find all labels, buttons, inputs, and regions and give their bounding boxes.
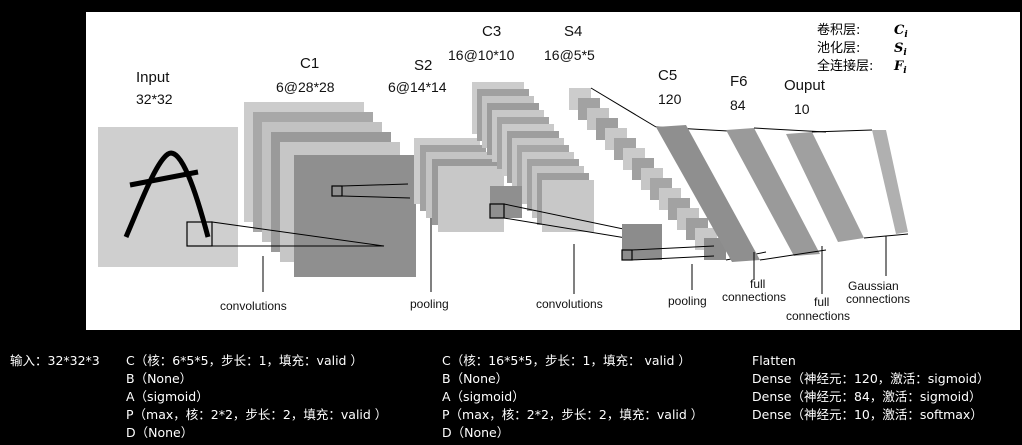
column-line: D（None） bbox=[126, 425, 194, 440]
c1-feature-maps bbox=[244, 102, 416, 277]
operation-label: pooling bbox=[668, 294, 707, 308]
c5-layer bbox=[656, 125, 760, 262]
layer-name-s2: S2 bbox=[414, 57, 432, 74]
column-line: P（max，核：2*2，步长：2，填充：valid ） bbox=[126, 407, 388, 422]
f6-layer bbox=[726, 128, 820, 256]
column-line: Dense（神经元：84，激活：sigmoid） bbox=[752, 389, 982, 404]
conv1-projection bbox=[211, 221, 385, 247]
layer-dims-output: 10 bbox=[794, 101, 810, 117]
fan-line-4 bbox=[753, 127, 827, 133]
layer-name-f6: F6 bbox=[730, 73, 748, 90]
fan-line-5 bbox=[759, 249, 827, 261]
column-line: C（核：16*5*5，步长：1，填充： valid ） bbox=[442, 353, 691, 368]
pool1-line bbox=[341, 183, 409, 187]
s2-receptive-field bbox=[489, 203, 505, 219]
gaussian-layer bbox=[872, 130, 908, 234]
layer-name-output: Ouput bbox=[784, 77, 826, 94]
column-line: 输入：32*32*3 bbox=[10, 353, 100, 368]
column-input: 输入：32*32*3 bbox=[10, 352, 100, 370]
column-line: Flatten bbox=[752, 353, 796, 368]
fan-line-6 bbox=[811, 129, 873, 133]
column-block-2: C（核：16*5*5，步长：1，填充： valid ） B（None） A（si… bbox=[442, 352, 703, 442]
legend-label-pool: 池化层: bbox=[817, 41, 860, 56]
legend-label-fc: 全连接层: bbox=[817, 58, 873, 74]
operation-markers bbox=[262, 218, 887, 294]
layer-dims-c1: 6@28*28 bbox=[276, 79, 335, 95]
operation-label: pooling bbox=[410, 297, 449, 311]
layer-name-input: Input bbox=[136, 69, 170, 86]
conv2-line-2 bbox=[503, 217, 639, 241]
operation-label: convolutions bbox=[220, 299, 287, 313]
legend-symbol-conv: Ci bbox=[894, 23, 908, 40]
column-line: B（None） bbox=[442, 371, 509, 386]
column-line: B（None） bbox=[126, 371, 193, 386]
conv2-line bbox=[503, 203, 639, 233]
layer-name-c5: C5 bbox=[658, 67, 677, 84]
operation-label: connections bbox=[722, 290, 786, 304]
letter-a-crossbar bbox=[129, 169, 199, 188]
lenet-svg: Input 32*32 C1 6@28*28 S2 6@14*14 C3 16@… bbox=[98, 22, 910, 323]
operation-label: connections bbox=[786, 309, 850, 323]
layer-dims-s2: 6@14*14 bbox=[388, 79, 447, 95]
legend-label-conv: 卷积层: bbox=[817, 22, 860, 38]
input-image bbox=[98, 127, 238, 267]
operation-label: Gaussian bbox=[848, 279, 899, 293]
s2-feature-maps bbox=[414, 138, 504, 232]
column-line: A（sigmoid） bbox=[126, 389, 209, 404]
layer-dims-f6: 84 bbox=[730, 97, 746, 113]
fan-line bbox=[590, 87, 657, 128]
pool1-line-2 bbox=[341, 195, 411, 199]
s4-feature-maps bbox=[569, 88, 726, 260]
legend-symbol-pool: Si bbox=[894, 41, 907, 58]
column-line: A（sigmoid） bbox=[442, 389, 525, 404]
pool2-line-2 bbox=[631, 255, 715, 261]
c3-feature-maps bbox=[472, 82, 594, 232]
operation-label: full bbox=[814, 295, 829, 309]
column-line: P（max，核：2*2，步长：2，填充：valid ） bbox=[442, 407, 704, 422]
column-block-1: C（核：6*5*5，步长：1，填充：valid ） B（None） A（sigm… bbox=[126, 352, 387, 442]
column-line: D（None） bbox=[442, 425, 510, 440]
legend-symbol-fc: Fi bbox=[893, 59, 907, 76]
layer-name-c3: C3 bbox=[482, 23, 501, 40]
column-line: C（核：6*5*5，步长：1，填充：valid ） bbox=[126, 353, 363, 368]
layer-dims-c3: 16@10*10 bbox=[448, 47, 515, 63]
output-layer bbox=[786, 132, 864, 242]
letter-a-glyph bbox=[123, 150, 211, 238]
layer-dims-c5: 120 bbox=[658, 91, 682, 107]
lenet-diagram: Input 32*32 C1 6@28*28 S2 6@14*14 C3 16@… bbox=[86, 12, 1020, 330]
operation-label: connections bbox=[846, 292, 910, 306]
layer-dims-input: 32*32 bbox=[136, 91, 173, 107]
pool2-line bbox=[631, 245, 715, 251]
operation-label: full bbox=[750, 277, 765, 291]
layer-dims-s4: 16@5*5 bbox=[544, 47, 595, 63]
operation-label: convolutions bbox=[536, 297, 603, 311]
column-block-3: Flatten Dense（神经元：120，激活：sigmoid） Dense（… bbox=[752, 352, 989, 424]
column-line: Dense（神经元：10，激活：softmax） bbox=[752, 407, 983, 422]
layer-name-c1: C1 bbox=[300, 55, 319, 72]
column-line: Dense（神经元：120，激活：sigmoid） bbox=[752, 371, 990, 386]
layer-name-s4: S4 bbox=[564, 23, 582, 40]
legend: 卷积层: Ci 池化层: Si 全连接层: Fi bbox=[817, 22, 908, 76]
c3-receptive-field bbox=[621, 249, 633, 261]
c1-receptive-field bbox=[331, 185, 343, 197]
